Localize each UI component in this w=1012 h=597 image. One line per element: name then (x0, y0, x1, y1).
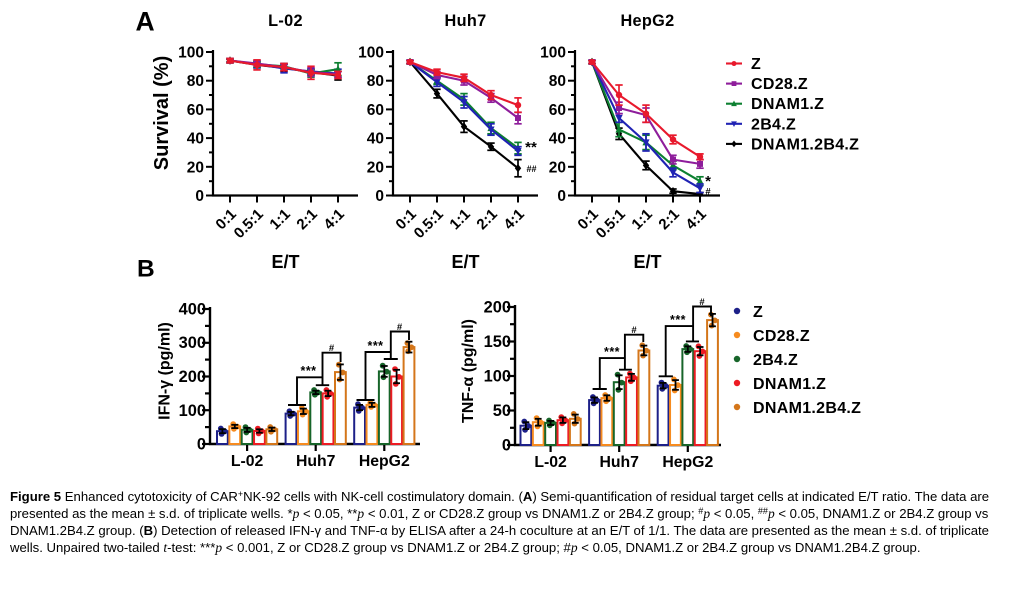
svg-text:0.5:1: 0.5:1 (411, 206, 447, 242)
svg-text:2B4.Z: 2B4.Z (753, 352, 798, 369)
svg-text:1:1: 1:1 (446, 206, 473, 233)
svg-text:#: # (631, 325, 637, 336)
svg-text:A: A (136, 7, 155, 37)
svg-text:E/T: E/T (271, 252, 299, 272)
svg-text:2:1: 2:1 (473, 206, 500, 233)
svg-text:20: 20 (367, 159, 384, 176)
svg-text:**: ** (525, 139, 537, 156)
svg-text:E/T: E/T (451, 252, 479, 272)
svg-text:80: 80 (367, 73, 384, 90)
svg-text:DNAM1.Z: DNAM1.Z (751, 96, 824, 113)
svg-text:CD28.Z: CD28.Z (751, 76, 808, 93)
svg-text:B: B (137, 256, 155, 283)
svg-text:L-02: L-02 (534, 454, 567, 471)
svg-text:100: 100 (484, 368, 511, 386)
svg-text:***: *** (367, 339, 383, 353)
svg-text:0: 0 (502, 437, 511, 455)
svg-text:1:1: 1:1 (266, 206, 293, 233)
svg-text:0: 0 (557, 188, 566, 205)
svg-text:60: 60 (367, 102, 384, 119)
svg-text:4:1: 4:1 (500, 206, 527, 233)
svg-text:***: *** (604, 345, 620, 359)
svg-text:0: 0 (375, 188, 384, 205)
svg-text:#: # (397, 322, 403, 333)
svg-text:Huh7: Huh7 (296, 453, 336, 470)
svg-text:L-02: L-02 (231, 453, 264, 470)
svg-text:DNAM1.Z: DNAM1.Z (753, 376, 826, 393)
svg-text:TNF-α (pg/ml): TNF-α (pg/ml) (460, 319, 477, 423)
svg-text:#: # (699, 297, 705, 308)
svg-text:2:1: 2:1 (655, 206, 682, 233)
svg-text:100: 100 (178, 45, 204, 62)
svg-text:100: 100 (179, 402, 206, 420)
svg-text:DNAM1.2B4.Z: DNAM1.2B4.Z (753, 400, 861, 417)
svg-text:80: 80 (187, 73, 204, 90)
svg-text:0: 0 (195, 188, 204, 205)
svg-text:400: 400 (179, 301, 206, 319)
svg-text:IFN-γ (pg/ml): IFN-γ (pg/ml) (157, 322, 174, 420)
svg-text:##: ## (526, 164, 536, 174)
svg-text:200: 200 (179, 368, 206, 386)
svg-text:60: 60 (549, 102, 566, 119)
svg-text:1:1: 1:1 (628, 206, 655, 233)
svg-text:DNAM1.2B4.Z: DNAM1.2B4.Z (751, 136, 859, 153)
svg-text:0.5:1: 0.5:1 (593, 206, 629, 242)
svg-text:HepG2: HepG2 (359, 453, 410, 470)
svg-text:Huh7: Huh7 (599, 454, 639, 471)
svg-text:Z: Z (751, 56, 761, 73)
svg-text:60: 60 (187, 102, 204, 119)
svg-text:40: 40 (187, 131, 204, 148)
svg-text:CD28.Z: CD28.Z (753, 328, 810, 345)
svg-text:Z: Z (753, 304, 763, 321)
svg-text:2B4.Z: 2B4.Z (751, 116, 796, 133)
svg-text:200: 200 (484, 299, 511, 317)
svg-text:4:1: 4:1 (320, 206, 347, 233)
svg-text:#: # (329, 343, 335, 354)
svg-text:#: # (705, 187, 711, 198)
svg-text:0: 0 (197, 436, 206, 454)
svg-text:Huh7: Huh7 (445, 12, 487, 30)
svg-text:80: 80 (549, 73, 566, 90)
svg-text:*: * (705, 173, 711, 190)
svg-text:150: 150 (484, 333, 511, 351)
svg-text:HepG2: HepG2 (662, 454, 713, 471)
svg-text:HepG2: HepG2 (621, 12, 675, 30)
svg-text:300: 300 (179, 334, 206, 352)
svg-text:40: 40 (367, 131, 384, 148)
svg-text:Survival (%): Survival (%) (151, 56, 173, 170)
svg-text:4:1: 4:1 (682, 206, 709, 233)
svg-text:L-02: L-02 (268, 12, 303, 30)
svg-text:***: *** (670, 313, 686, 327)
svg-text:E/T: E/T (633, 252, 661, 272)
svg-text:100: 100 (358, 45, 384, 62)
svg-text:100: 100 (540, 45, 566, 62)
svg-text:40: 40 (549, 131, 566, 148)
svg-text:20: 20 (549, 159, 566, 176)
svg-text:***: *** (300, 364, 316, 378)
svg-text:0.5:1: 0.5:1 (231, 206, 267, 242)
svg-text:50: 50 (493, 402, 511, 420)
svg-text:20: 20 (187, 159, 204, 176)
svg-text:2:1: 2:1 (293, 206, 320, 233)
